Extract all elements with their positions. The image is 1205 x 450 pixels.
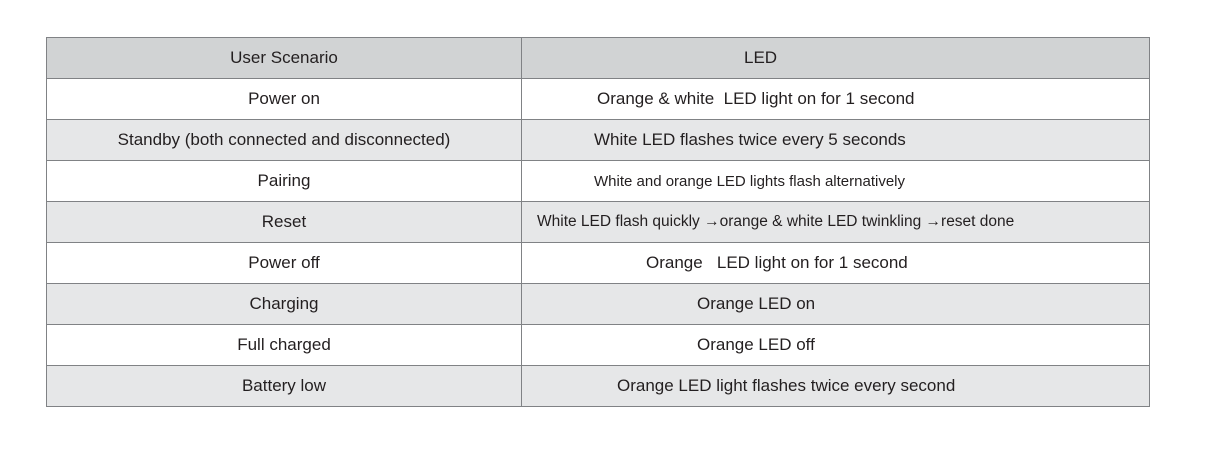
- led-cell: Orange LED light flashes twice every sec…: [521, 365, 1150, 407]
- led-cell: Orange LED off: [521, 324, 1150, 366]
- scenario-cell: Battery low: [46, 365, 522, 407]
- led-cell: Orange LED on: [521, 283, 1150, 325]
- table-header-row: User Scenario LED: [46, 37, 1150, 79]
- led-cell: Orange & white LED light on for 1 second: [521, 78, 1150, 120]
- scenario-cell: Pairing: [46, 160, 522, 202]
- scenario-cell: Full charged: [46, 324, 522, 366]
- table-row: Pairing White and orange LED lights flas…: [46, 160, 1150, 202]
- led-cell: White LED flash quickly →orange & white …: [521, 201, 1150, 243]
- scenario-cell: Power on: [46, 78, 522, 120]
- table-row: Charging Orange LED on: [46, 283, 1150, 325]
- scenario-cell: Charging: [46, 283, 522, 325]
- header-user-scenario: User Scenario: [46, 37, 522, 79]
- led-cell: White and orange LED lights flash altern…: [521, 160, 1150, 202]
- table-row: Power off Orange LED light on for 1 seco…: [46, 242, 1150, 284]
- table-row: Power on Orange & white LED light on for…: [46, 78, 1150, 120]
- led-cell: White LED flashes twice every 5 seconds: [521, 119, 1150, 161]
- scenario-cell: Reset: [46, 201, 522, 243]
- table-row: Reset White LED flash quickly →orange & …: [46, 201, 1150, 243]
- table-row: Battery low Orange LED light flashes twi…: [46, 365, 1150, 407]
- table-row: Standby (both connected and disconnected…: [46, 119, 1150, 161]
- led-status-table: User Scenario LED Power on Orange & whit…: [46, 37, 1150, 407]
- table-row: Full charged Orange LED off: [46, 324, 1150, 366]
- scenario-cell: Power off: [46, 242, 522, 284]
- header-led: LED: [521, 37, 1150, 79]
- led-cell: Orange LED light on for 1 second: [521, 242, 1150, 284]
- scenario-cell: Standby (both connected and disconnected…: [46, 119, 522, 161]
